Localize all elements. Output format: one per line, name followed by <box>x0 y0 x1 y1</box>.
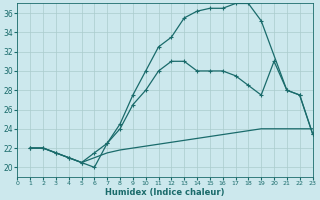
X-axis label: Humidex (Indice chaleur): Humidex (Indice chaleur) <box>105 188 225 197</box>
